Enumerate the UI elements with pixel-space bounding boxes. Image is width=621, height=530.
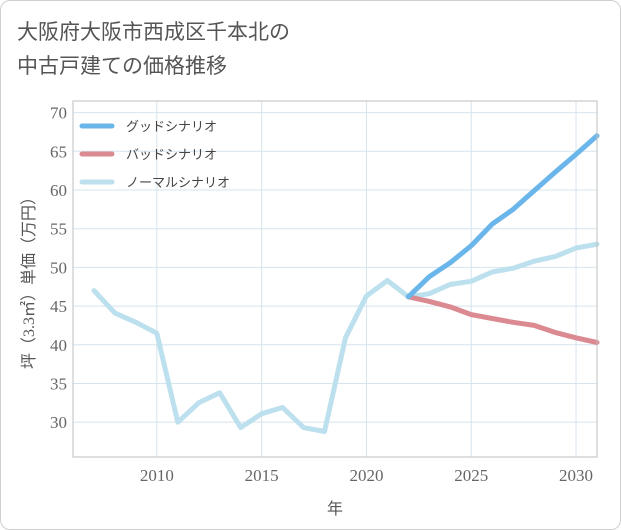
x-tick-label: 2010 — [140, 466, 174, 485]
series-line-1 — [405, 294, 600, 345]
legend-label-2: ノーマルシナリオ — [126, 175, 230, 190]
chart-title: 大阪府大阪市西成区千本北の 中古戸建ての価格推移 — [17, 15, 417, 83]
y-tick-label: 50 — [50, 258, 67, 277]
y-tick-label: 60 — [50, 181, 67, 200]
chart-title-line1: 大阪府大阪市西成区千本北の — [17, 20, 290, 44]
x-axis-label: 年 — [327, 500, 343, 518]
series-line-0 — [405, 133, 600, 300]
y-tick-label: 55 — [50, 220, 67, 239]
series-line-2 — [91, 241, 600, 434]
y-tick-label: 45 — [50, 297, 67, 316]
x-tick-label: 2030 — [559, 466, 593, 485]
y-tick-label: 30 — [50, 413, 67, 432]
y-tick-label: 35 — [50, 374, 67, 393]
y-tick-label: 65 — [50, 142, 67, 161]
axis-ticks: 2010 2015 2020 2025 2030 30 35 40 45 50 55 60 65 70 — [50, 104, 593, 485]
x-tick-label: 2025 — [454, 466, 488, 485]
x-tick-label: 2015 — [245, 466, 279, 485]
y-tick-label: 70 — [50, 104, 67, 123]
legend-label-1: バッドシナリオ — [126, 147, 217, 162]
series-lines — [91, 133, 600, 434]
chart-title-line2: 中古戸建ての価格推移 — [17, 54, 227, 78]
legend-label-0: グッドシナリオ — [126, 119, 217, 134]
x-tick-label: 2020 — [349, 466, 383, 485]
y-axis-label: 坪（3.3㎡）単価（万円） — [20, 189, 38, 369]
plot-frame — [72, 100, 598, 458]
y-tick-label: 40 — [50, 336, 67, 355]
